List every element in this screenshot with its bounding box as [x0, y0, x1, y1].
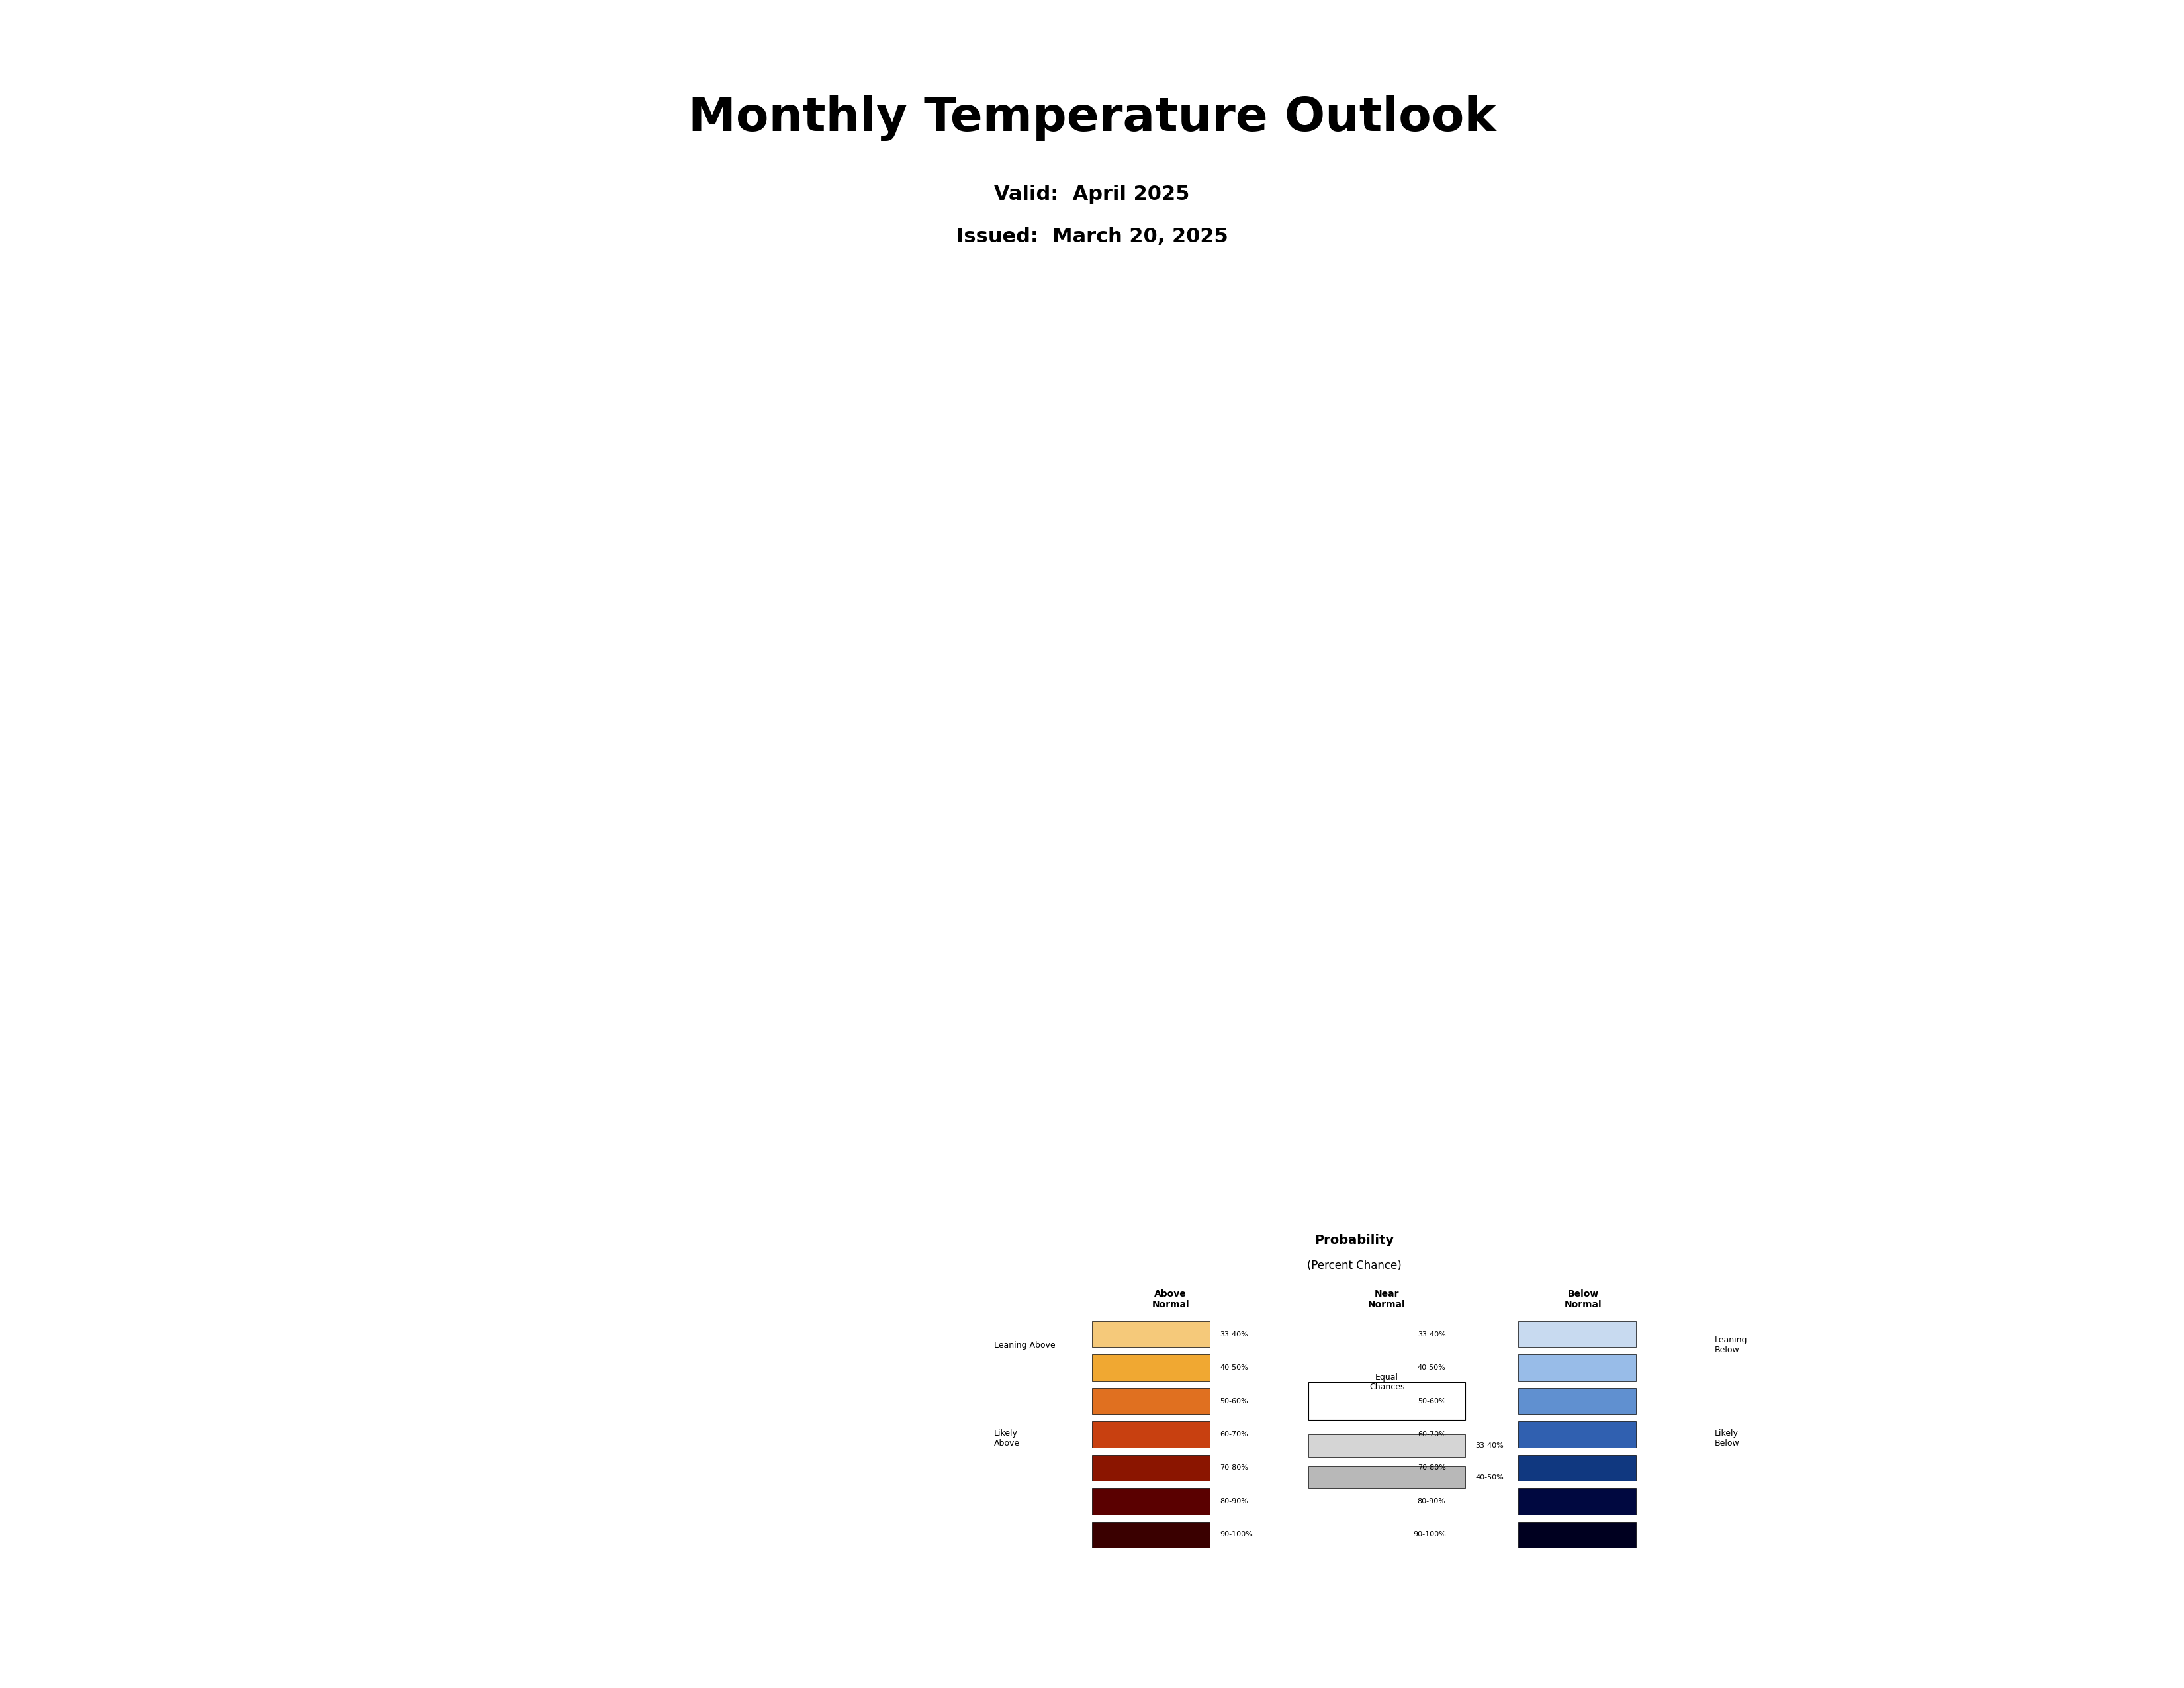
FancyBboxPatch shape: [1092, 1455, 1210, 1480]
Text: 70-80%: 70-80%: [1219, 1465, 1247, 1472]
FancyBboxPatch shape: [1092, 1388, 1210, 1415]
Text: 33-40%: 33-40%: [1219, 1330, 1247, 1337]
Text: Above
Normal: Above Normal: [1151, 1290, 1190, 1310]
FancyBboxPatch shape: [1518, 1455, 1636, 1480]
FancyBboxPatch shape: [1092, 1322, 1210, 1347]
Text: Issued:  March 20, 2025: Issued: March 20, 2025: [957, 226, 1227, 246]
Text: Equal
Chances: Equal Chances: [1369, 1374, 1404, 1391]
FancyBboxPatch shape: [1308, 1435, 1465, 1457]
Text: Likely
Below: Likely Below: [1714, 1430, 1738, 1447]
FancyBboxPatch shape: [1518, 1322, 1636, 1347]
Text: 80-90%: 80-90%: [1417, 1497, 1446, 1504]
Text: 40-50%: 40-50%: [1219, 1364, 1247, 1371]
FancyBboxPatch shape: [1308, 1382, 1465, 1420]
Text: 33-40%: 33-40%: [1476, 1442, 1503, 1448]
Text: 50-60%: 50-60%: [1219, 1398, 1247, 1404]
Text: 60-70%: 60-70%: [1219, 1431, 1247, 1438]
FancyBboxPatch shape: [1518, 1523, 1636, 1548]
FancyBboxPatch shape: [1092, 1523, 1210, 1548]
Text: Near
Normal: Near Normal: [1367, 1290, 1406, 1310]
Text: 33-40%: 33-40%: [1417, 1330, 1446, 1337]
Text: Leaning
Below: Leaning Below: [1714, 1337, 1747, 1354]
FancyBboxPatch shape: [1092, 1354, 1210, 1381]
FancyBboxPatch shape: [1518, 1388, 1636, 1415]
Text: 90-100%: 90-100%: [1413, 1531, 1446, 1538]
Text: Monthly Temperature Outlook: Monthly Temperature Outlook: [688, 95, 1496, 142]
Text: 80-90%: 80-90%: [1219, 1497, 1247, 1504]
FancyBboxPatch shape: [1308, 1465, 1465, 1489]
FancyBboxPatch shape: [1092, 1489, 1210, 1514]
Text: 90-100%: 90-100%: [1219, 1531, 1254, 1538]
FancyBboxPatch shape: [1092, 1421, 1210, 1448]
FancyBboxPatch shape: [1518, 1421, 1636, 1448]
Text: 40-50%: 40-50%: [1476, 1474, 1503, 1480]
Text: Probability: Probability: [1315, 1234, 1393, 1246]
Text: 70-80%: 70-80%: [1417, 1465, 1446, 1472]
FancyBboxPatch shape: [1518, 1489, 1636, 1514]
FancyBboxPatch shape: [1518, 1354, 1636, 1381]
Text: Likely
Above: Likely Above: [994, 1430, 1020, 1447]
Text: 40-50%: 40-50%: [1417, 1364, 1446, 1371]
Text: Valid:  April 2025: Valid: April 2025: [994, 184, 1190, 204]
Text: 60-70%: 60-70%: [1417, 1431, 1446, 1438]
Text: 50-60%: 50-60%: [1417, 1398, 1446, 1404]
Text: (Percent Chance): (Percent Chance): [1306, 1259, 1402, 1271]
Text: Below
Normal: Below Normal: [1564, 1290, 1603, 1310]
Text: Leaning Above: Leaning Above: [994, 1340, 1055, 1350]
